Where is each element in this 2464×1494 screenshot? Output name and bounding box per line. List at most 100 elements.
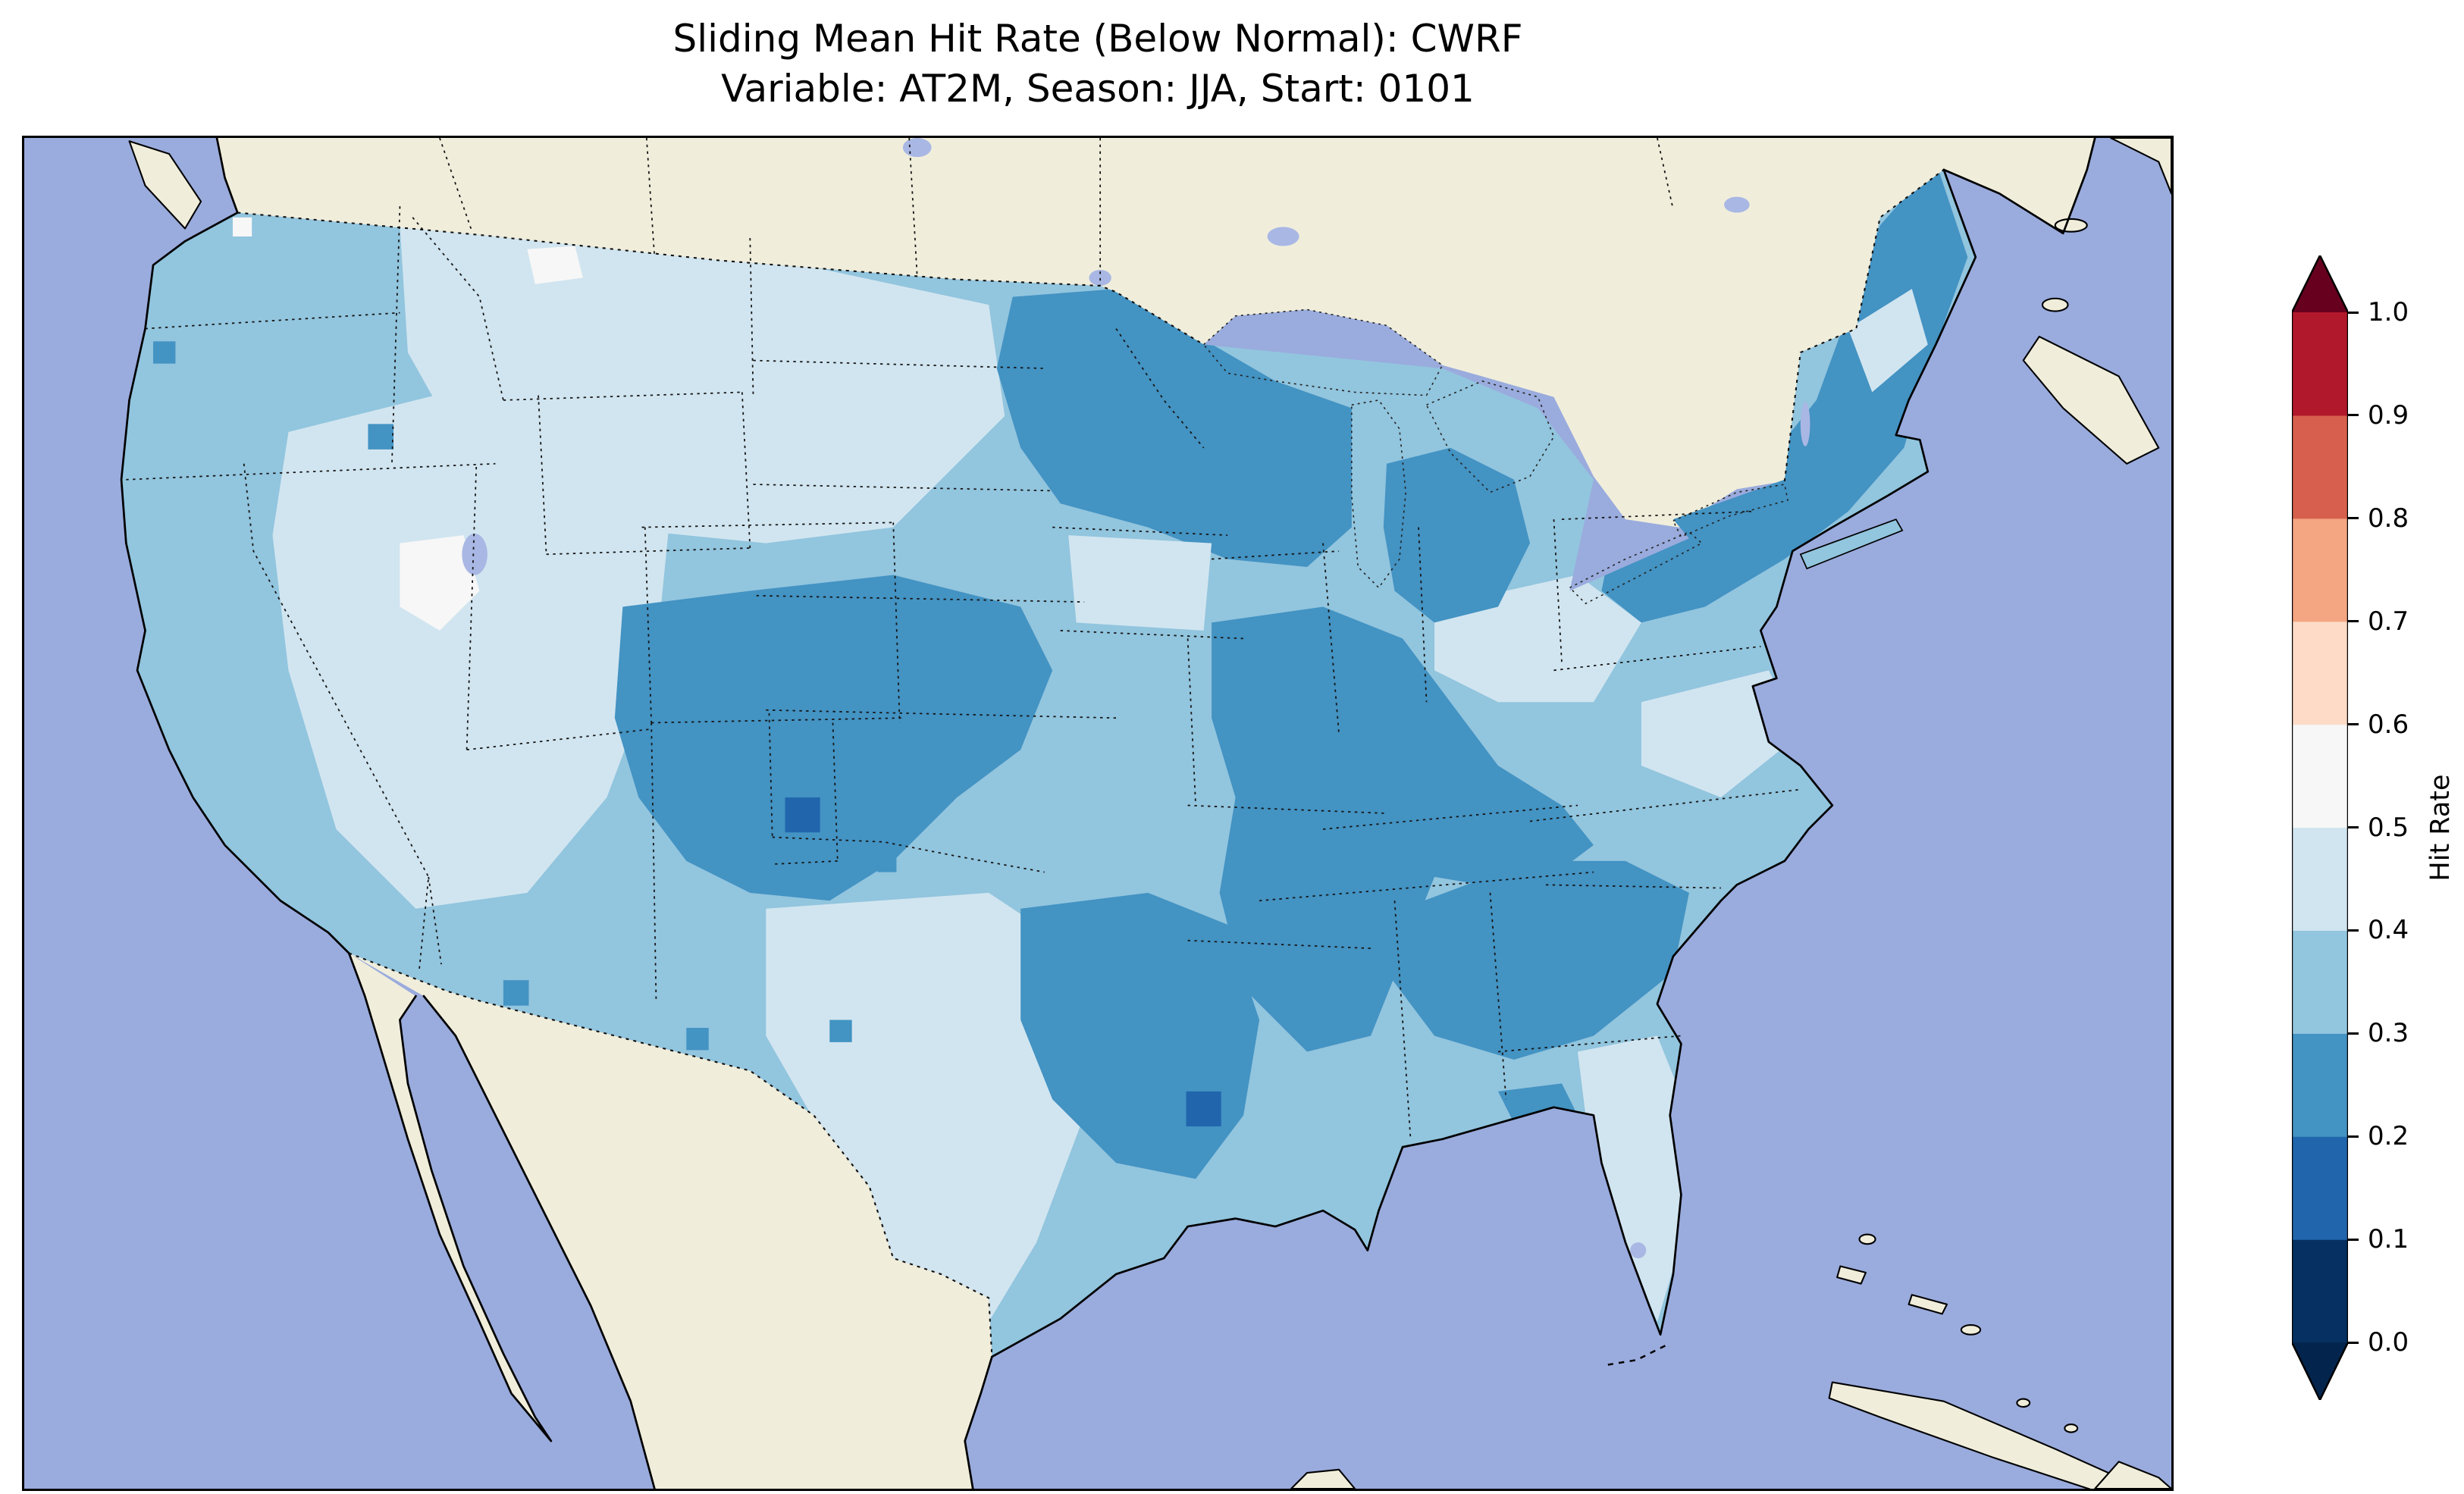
colorbar-tick-0.1: 0.1	[2348, 1224, 2409, 1255]
tick-mark	[2348, 929, 2359, 932]
yucatan-tip	[1290, 1468, 1356, 1489]
us-canada-border	[237, 169, 1945, 481]
lake-winnipeg-tip	[902, 138, 932, 158]
spot-washington	[153, 341, 176, 364]
us-gulf-atlantic-coastline	[991, 168, 1977, 1358]
canada-pacific-coastline	[215, 138, 239, 214]
colorbar-bin-0.3-0.4	[2292, 930, 2348, 1034]
tick-mark	[2348, 311, 2359, 314]
map-canvas	[22, 136, 2174, 1491]
tick-label: 0.4	[2368, 915, 2409, 946]
colorbar-tick-0.8: 0.8	[2348, 503, 2409, 534]
colorbar-bin-0.4-0.5	[2292, 827, 2348, 931]
region-upper-midwest	[996, 289, 1352, 568]
bahamas-island-4	[1858, 1233, 1876, 1245]
region-maine-patch	[1848, 289, 1928, 393]
colorbar-bin-0.2-0.3	[2292, 1033, 2348, 1137]
colorbar-tick-0.4: 0.4	[2348, 915, 2409, 946]
colorbar-under-arrow	[2292, 1342, 2348, 1400]
colorbar-tick-0.0: 0.0	[2348, 1327, 2409, 1358]
tick-mark	[2348, 1341, 2359, 1344]
tick-mark	[2348, 620, 2359, 623]
nova-scotia	[2022, 336, 2160, 465]
region-iowa-patch	[1068, 535, 1212, 631]
tick-label: 0.7	[2368, 606, 2409, 637]
great-salt-lake	[462, 534, 487, 575]
tick-mark	[2348, 723, 2359, 726]
colorbar-tick-0.2: 0.2	[2348, 1121, 2409, 1151]
antilles-island-2	[2064, 1424, 2079, 1433]
long-island	[1799, 518, 1904, 570]
bahamas-island-2	[1908, 1294, 1948, 1315]
colorbar-tick-0.6: 0.6	[2348, 709, 2409, 740]
spot-west-texas	[829, 1019, 852, 1042]
colorbar: 0.0 0.1 0.2 0.3 0.4 0.5 0.6 0.7 0.8 0.9 1.0 Hit Ra…	[2292, 255, 2464, 1400]
lake-erie	[1569, 531, 1704, 605]
colorbar-bin-0.0-0.1	[2292, 1239, 2348, 1343]
colorbar-tick-0.3: 0.3	[2348, 1018, 2409, 1049]
baja-coastline	[347, 952, 553, 1442]
hit-rate-pale-regions	[272, 225, 1801, 1322]
baja-california	[349, 953, 551, 1442]
canada-landmass	[217, 138, 2096, 529]
region-florida-peninsula	[1577, 1035, 1689, 1322]
colorbar-tick-1.0: 1.0	[2348, 297, 2409, 327]
us-hit-rate-field	[121, 169, 1976, 1357]
spot-arizona	[503, 980, 529, 1006]
title-line-2: Variable: AT2M, Season: JJA, Start: 0101	[721, 67, 1475, 111]
coastlines	[120, 138, 2096, 1489]
bahamas-island-1	[1836, 1265, 1867, 1285]
lake-abitibi	[1724, 196, 1750, 213]
prince-edward-island	[2041, 297, 2069, 312]
mexico-landmass	[349, 953, 992, 1489]
state-border-lines-west	[126, 206, 754, 973]
region-washington-white	[233, 217, 252, 236]
canada-atlantic-coastline	[1942, 138, 2096, 235]
colorbar-svg	[2292, 255, 2348, 1400]
region-northern-plains	[400, 225, 1005, 543]
hit-rate-pale-inner-regions	[1068, 289, 1928, 631]
tick-label: 0.3	[2368, 1018, 2409, 1049]
state-borders	[126, 138, 1801, 1139]
vancouver-island	[128, 140, 202, 230]
tick-label: 0.1	[2368, 1224, 2409, 1255]
anticosti-island	[2054, 218, 2088, 233]
tick-mark	[2348, 1135, 2359, 1138]
colorbar-tick-0.5: 0.5	[2348, 813, 2409, 843]
chart-title: Sliding Mean Hit Rate (Below Normal): CW…	[22, 14, 2174, 114]
mexico-pacific-coastline	[422, 994, 656, 1489]
antilles-island-1	[2016, 1398, 2031, 1408]
region-montana-white	[527, 246, 583, 284]
region-nevada-utah-white	[400, 535, 480, 631]
title-line-1: Sliding Mean Hit Rate (Below Normal): CW…	[672, 17, 1523, 61]
tick-label: 0.9	[2368, 399, 2409, 431]
region-lower-michigan	[1383, 447, 1530, 623]
us-mexico-border	[348, 952, 993, 1358]
colorbar-segments	[2292, 312, 2348, 1343]
state-border-lines-east	[1052, 328, 1801, 1139]
tick-label: 0.6	[2368, 709, 2409, 740]
province-border-lines-canada	[439, 138, 1674, 286]
bahamas-island-3	[1960, 1324, 1982, 1336]
tick-label: 0.0	[2368, 1327, 2409, 1358]
map-svg	[24, 138, 2171, 1489]
great-lakes	[462, 138, 1810, 1259]
spot-southwest-colorado-dark	[785, 797, 820, 833]
region-south-texas	[766, 892, 1085, 1322]
cuba	[1828, 1381, 2120, 1489]
tick-mark	[2348, 826, 2359, 828]
colorbar-tick-0.9: 0.9	[2348, 399, 2409, 431]
state-border-lines-plains	[641, 359, 1117, 1001]
lake-of-the-woods	[1089, 270, 1111, 286]
colorbar-bin-0.8-0.9	[2292, 415, 2348, 519]
spot-new-mexico	[686, 1028, 709, 1051]
hit-rate-mid-regions	[153, 169, 1968, 1179]
spot-louisiana-dark	[1186, 1091, 1221, 1127]
colorbar-over-arrow	[2292, 255, 2348, 312]
colorbar-bin-0.9-1.0	[2292, 312, 2348, 416]
caribbean-islands	[1828, 1233, 2171, 1489]
mexico-gulf-coastline	[964, 1355, 993, 1489]
region-great-basin	[272, 384, 671, 909]
tick-mark	[2348, 1032, 2359, 1035]
colorbar-bin-0.1-0.2	[2292, 1136, 2348, 1240]
